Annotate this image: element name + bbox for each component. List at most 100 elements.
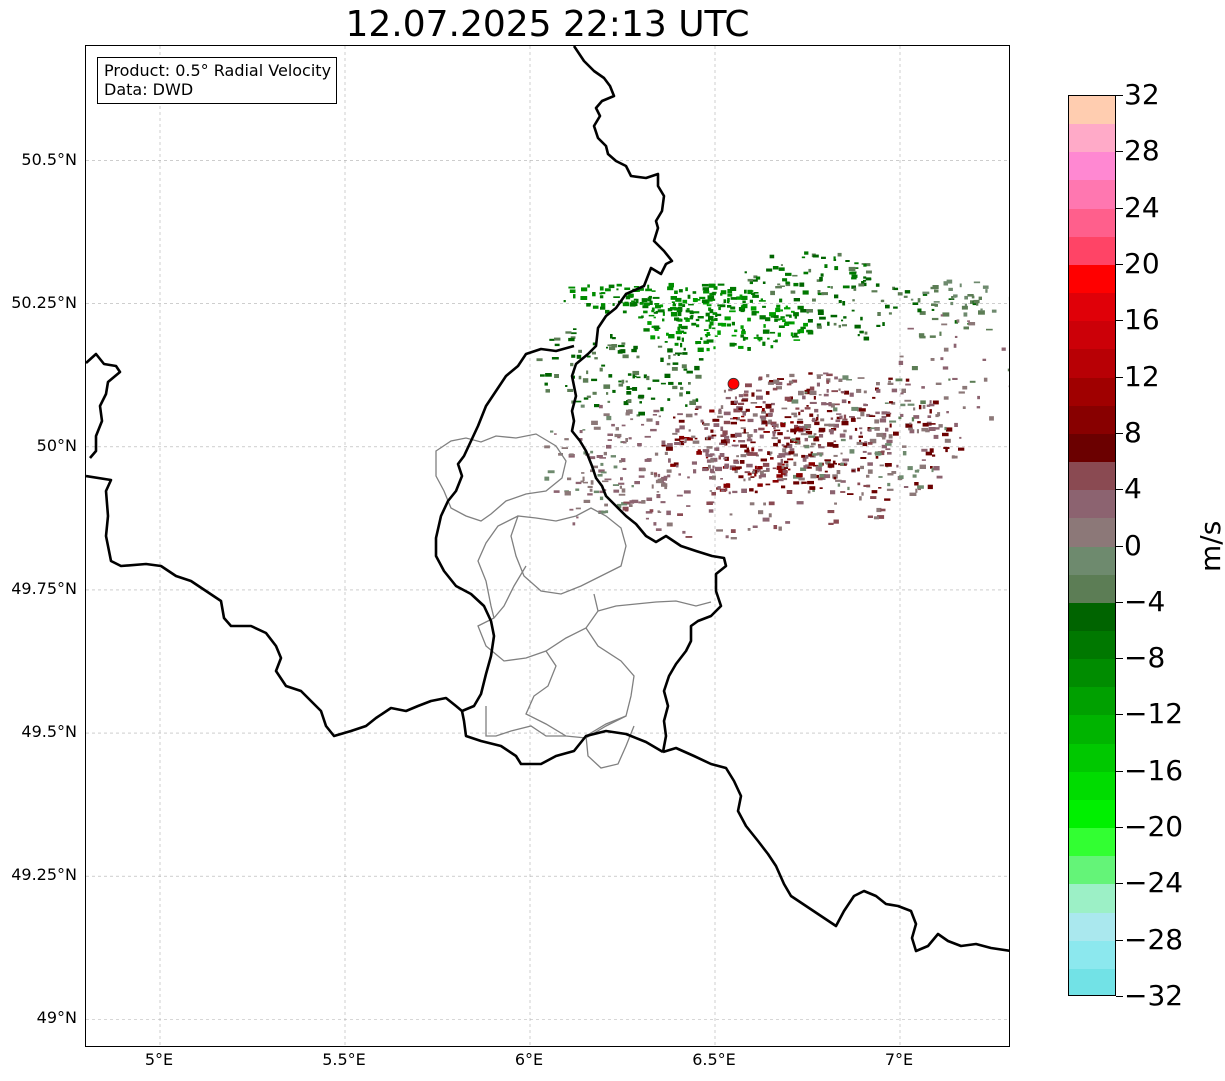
echo-cell xyxy=(661,440,666,445)
echo-cell xyxy=(547,470,555,474)
echo-cell xyxy=(628,437,632,440)
echo-cell xyxy=(632,375,637,378)
echo-cell xyxy=(832,460,836,464)
echo-cell xyxy=(710,471,715,474)
echo-cell xyxy=(727,297,730,303)
echo-cell xyxy=(652,414,657,416)
echo-cell xyxy=(664,485,668,490)
echo-cell xyxy=(567,388,574,392)
radar-map[interactable] xyxy=(85,45,1010,1047)
echo-cell xyxy=(900,403,905,406)
echo-cell xyxy=(848,266,856,271)
echo-cell xyxy=(785,305,788,309)
echo-cell xyxy=(765,391,770,395)
echo-cell xyxy=(935,414,939,418)
echo-cell xyxy=(833,454,838,457)
echo-cell xyxy=(769,451,773,454)
echo-cell xyxy=(608,374,613,378)
echo-cell xyxy=(746,463,753,468)
echo-cell xyxy=(816,474,819,479)
echo-cell xyxy=(841,421,849,426)
echo-cell xyxy=(723,411,731,416)
echo-cell xyxy=(726,483,730,485)
echo-cell xyxy=(762,329,770,334)
echo-cell xyxy=(780,264,783,266)
echo-cell xyxy=(679,440,685,446)
echo-cell xyxy=(657,478,663,483)
echo-cell xyxy=(774,318,778,322)
echo-cell xyxy=(777,318,783,321)
echo-cell xyxy=(724,435,730,439)
echo-cell xyxy=(921,448,928,452)
echo-cell xyxy=(793,461,797,466)
echo-cell xyxy=(825,460,830,465)
echo-cell xyxy=(954,335,958,338)
echo-cell xyxy=(804,424,812,429)
echo-cell xyxy=(816,382,820,387)
echo-cell xyxy=(725,535,729,539)
echo-cell xyxy=(932,427,940,430)
echo-cell xyxy=(621,379,625,384)
echo-cell xyxy=(715,447,720,451)
echo-cell xyxy=(572,522,576,526)
colorbar-step xyxy=(1069,124,1115,153)
echo-cell xyxy=(565,331,572,334)
echo-cell xyxy=(754,473,757,477)
echo-cell xyxy=(667,474,671,478)
echo-cell xyxy=(656,494,661,499)
echo-cell xyxy=(620,458,626,463)
echo-cell xyxy=(806,388,813,391)
echo-cell xyxy=(963,326,969,330)
echo-cell xyxy=(570,336,576,339)
echo-cell xyxy=(590,450,594,454)
colorbar-step xyxy=(1069,574,1115,604)
echo-cell xyxy=(836,470,841,475)
echo-cell xyxy=(925,451,932,456)
colorbar-step xyxy=(1069,96,1115,125)
echo-cell xyxy=(668,334,675,339)
echo-cell xyxy=(693,469,697,474)
echo-cell xyxy=(664,341,668,343)
echo-cell xyxy=(732,417,738,420)
echo-cell xyxy=(613,489,620,493)
echo-cell xyxy=(866,270,872,274)
info-box: Product: 0.5° Radial Velocity Data: DWD xyxy=(97,57,338,104)
echo-cell xyxy=(731,334,737,337)
map-canvas[interactable] xyxy=(86,46,1010,1047)
echo-cell xyxy=(740,325,744,329)
echo-cell xyxy=(692,311,700,314)
echo-cell xyxy=(791,379,798,383)
radar-site-marker[interactable] xyxy=(727,377,740,390)
echo-cell xyxy=(891,471,897,474)
echo-cell xyxy=(792,336,799,338)
echo-cell xyxy=(720,304,726,308)
echo-cell xyxy=(606,444,612,449)
echo-cell xyxy=(713,286,718,290)
echo-cell xyxy=(626,387,633,390)
colorbar-tick xyxy=(1116,151,1123,153)
echo-cell xyxy=(851,406,859,411)
echo-cell xyxy=(673,308,680,311)
colorbar-tick xyxy=(1116,376,1123,378)
echo-cell xyxy=(694,365,700,371)
echo-cell xyxy=(818,394,822,396)
echo-cell xyxy=(617,350,623,354)
echo-cell xyxy=(832,474,838,479)
echo-cell xyxy=(757,336,763,341)
echo-cell xyxy=(807,319,813,323)
echo-cell xyxy=(568,337,575,342)
echo-cell xyxy=(706,454,713,458)
echo-cell xyxy=(819,453,823,457)
echo-cell xyxy=(839,415,843,419)
echo-cell xyxy=(964,303,967,308)
echo-cell xyxy=(943,281,948,286)
echo-cell xyxy=(591,420,598,425)
echo-cell xyxy=(751,447,755,452)
echo-cell xyxy=(817,292,824,296)
echo-cell xyxy=(587,284,590,288)
echo-cell xyxy=(809,445,814,448)
admin-boundary xyxy=(585,715,635,769)
echo-cell xyxy=(691,461,697,465)
echo-cell xyxy=(750,441,756,444)
echo-cell xyxy=(667,308,673,312)
